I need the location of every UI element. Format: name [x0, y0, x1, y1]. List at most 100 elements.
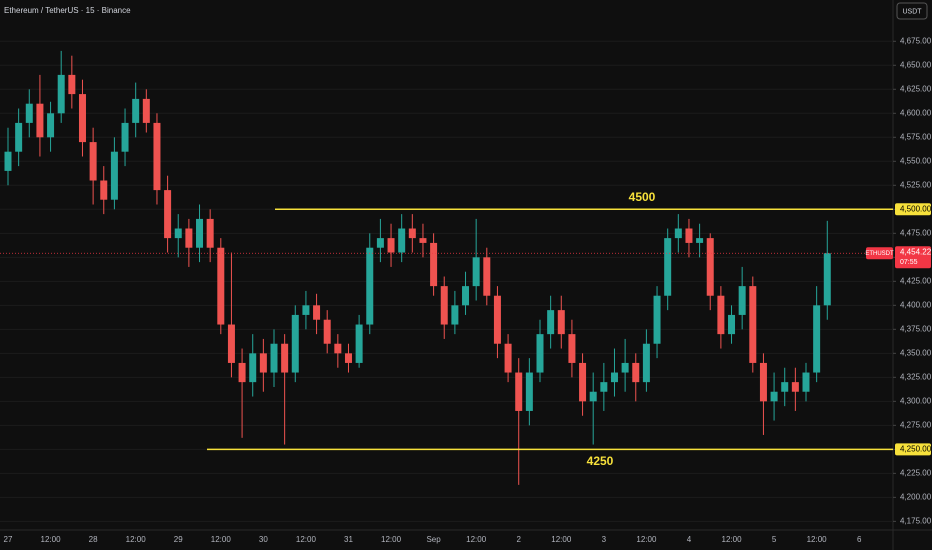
- candle-body: [504, 343, 512, 373]
- candle-body: [249, 353, 257, 383]
- candle-body: [355, 324, 363, 363]
- y-tick-label: 4,600.00: [900, 108, 932, 117]
- candle-body: [185, 228, 193, 248]
- candle-body: [579, 362, 587, 402]
- y-tick-label: 4,325.00: [900, 372, 932, 381]
- candle-body: [78, 94, 86, 143]
- x-tick-label: 31: [344, 535, 353, 544]
- candle-body: [802, 372, 810, 392]
- candle-body: [610, 372, 618, 383]
- candle-body: [217, 247, 225, 325]
- level-badge-label: 4,500.00: [900, 204, 932, 213]
- candle-body: [153, 122, 161, 191]
- level-annotation: 4250: [587, 454, 614, 468]
- y-tick-label: 4,200.00: [900, 492, 932, 501]
- candle-body: [706, 238, 714, 296]
- candle-body: [653, 295, 661, 344]
- candle-body: [334, 343, 342, 354]
- candle-body: [398, 228, 406, 253]
- y-tick-label: 4,475.00: [900, 228, 932, 237]
- plot: 4500 4250: [0, 50, 893, 485]
- candle-body: [206, 218, 214, 248]
- x-tick-label: 12:00: [466, 535, 487, 544]
- candle-body: [664, 238, 672, 296]
- x-tick-label: 12:00: [211, 535, 232, 544]
- x-tick-label: 5: [772, 535, 777, 544]
- candle-body: [227, 324, 235, 363]
- candle-body: [547, 310, 555, 335]
- candle-body: [313, 305, 321, 320]
- candle-body: [759, 362, 767, 402]
- candle-body: [472, 257, 480, 287]
- candle-body: [387, 238, 395, 253]
- x-tick-label: 3: [602, 535, 607, 544]
- candle-body: [515, 372, 523, 411]
- candle-body: [674, 228, 682, 239]
- y-tick-label: 4,575.00: [900, 132, 932, 141]
- candle-body: [89, 142, 97, 181]
- x-tick-label: 30: [259, 535, 268, 544]
- candle-body: [419, 238, 427, 243]
- x-tick-label: 28: [89, 535, 98, 544]
- candle-body: [791, 382, 799, 392]
- y-tick-label: 4,275.00: [900, 420, 932, 429]
- y-tick-label: 4,425.00: [900, 276, 932, 285]
- candle-body: [525, 372, 533, 411]
- candle-body: [68, 74, 76, 95]
- y-tick-label: 4,675.00: [900, 36, 932, 45]
- x-tick-label: 12:00: [636, 535, 657, 544]
- candle-body: [110, 151, 118, 200]
- candle-body: [749, 286, 757, 363]
- candle-body: [344, 353, 352, 363]
- candle-body: [462, 286, 470, 306]
- y-tick-label: 4,225.00: [900, 468, 932, 477]
- y-tick-label: 4,375.00: [900, 324, 932, 333]
- candle-body: [536, 334, 544, 373]
- candle-body: [25, 103, 33, 123]
- x-tick-label: 12:00: [551, 535, 572, 544]
- x-tick-label: 29: [174, 535, 183, 544]
- level-badge-label: 4,250.00: [900, 444, 932, 453]
- candle-body: [823, 253, 831, 306]
- candle-body: [47, 113, 55, 138]
- candle-body: [291, 314, 299, 373]
- symbol-badge: [866, 247, 893, 260]
- candle-body: [281, 343, 289, 373]
- price-badge-label: 4,454.22: [900, 247, 932, 256]
- candle-body: [376, 238, 384, 248]
- currency-label[interactable]: USDT: [902, 8, 922, 15]
- y-tick-label: 4,650.00: [900, 60, 932, 69]
- x-tick-label: Sep: [426, 535, 441, 544]
- candle-body: [728, 314, 736, 335]
- y-tick-label: 4,400.00: [900, 300, 932, 309]
- candle-body: [174, 228, 182, 239]
- candle-body: [642, 343, 650, 383]
- price-badge: [895, 246, 931, 269]
- candle-body: [15, 122, 23, 152]
- candle-body: [451, 305, 459, 325]
- candle-body: [270, 343, 278, 373]
- candle-body: [696, 238, 704, 243]
- y-tick-label: 4,175.00: [900, 516, 932, 525]
- candle-body: [323, 319, 331, 344]
- candle-body: [440, 286, 448, 325]
- candle-body: [4, 151, 12, 171]
- axis: 4,175.00 4,200.00 4,225.00 4,250.00 4,275.00…: [4, 36, 932, 544]
- candle-body: [738, 286, 746, 315]
- x-tick-label: 12:00: [381, 535, 402, 544]
- currency-button[interactable]: [896, 2, 928, 20]
- x-tick-label: 6: [857, 535, 862, 544]
- candle-body: [483, 257, 491, 296]
- x-tick-label: 12:00: [296, 535, 317, 544]
- candle-body: [259, 353, 267, 373]
- y-tick-label: 4,350.00: [900, 348, 932, 357]
- candle-body: [621, 362, 629, 373]
- candle-body: [408, 228, 416, 239]
- candle-body: [685, 228, 693, 243]
- x-tick-label: 12:00: [722, 535, 743, 544]
- candle-body: [781, 382, 789, 392]
- y-tick-label: 4,525.00: [900, 180, 932, 189]
- countdown-label: 07:55: [900, 259, 918, 266]
